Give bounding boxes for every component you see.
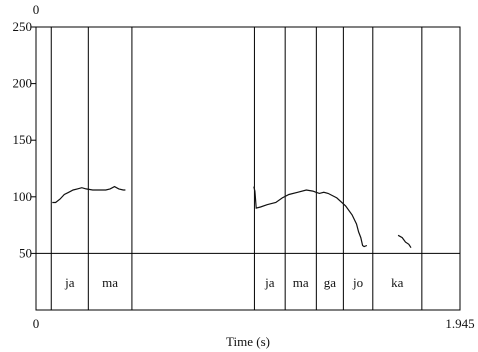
segment-label-ka: ka	[391, 275, 404, 290]
y-tick-label: 150	[13, 132, 33, 147]
pitch-curves	[52, 185, 412, 249]
x-axis-label: Time (s)	[226, 334, 270, 349]
y-tick-label: 100	[13, 189, 33, 204]
y-tick-label: 50	[19, 245, 32, 260]
segment-labels: ja ma ja ma ga jo ka	[64, 275, 404, 290]
pitch-curve-3	[397, 234, 412, 249]
segment-label-ja: ja	[64, 275, 75, 290]
y-tick-label: 250	[13, 19, 33, 34]
segment-label-ma: ma	[102, 275, 118, 290]
y-tick-label: 200	[13, 76, 33, 91]
plot-frame	[35, 26, 461, 311]
pitch-curve-2	[253, 186, 368, 248]
pitch-curve-1	[52, 185, 126, 204]
segment-label-jo: jo	[352, 275, 363, 290]
segment-label-ga: ga	[324, 275, 337, 290]
y-axis-ticks: 50 100 150 200 250	[13, 19, 36, 260]
segment-boundaries	[50, 27, 423, 310]
x-tick-end: 1.945	[445, 316, 474, 331]
x-tick-start: 0	[33, 316, 40, 331]
top-value-label: 0	[33, 2, 40, 17]
segment-label-ja: ja	[264, 275, 275, 290]
segment-label-ma: ma	[293, 275, 309, 290]
